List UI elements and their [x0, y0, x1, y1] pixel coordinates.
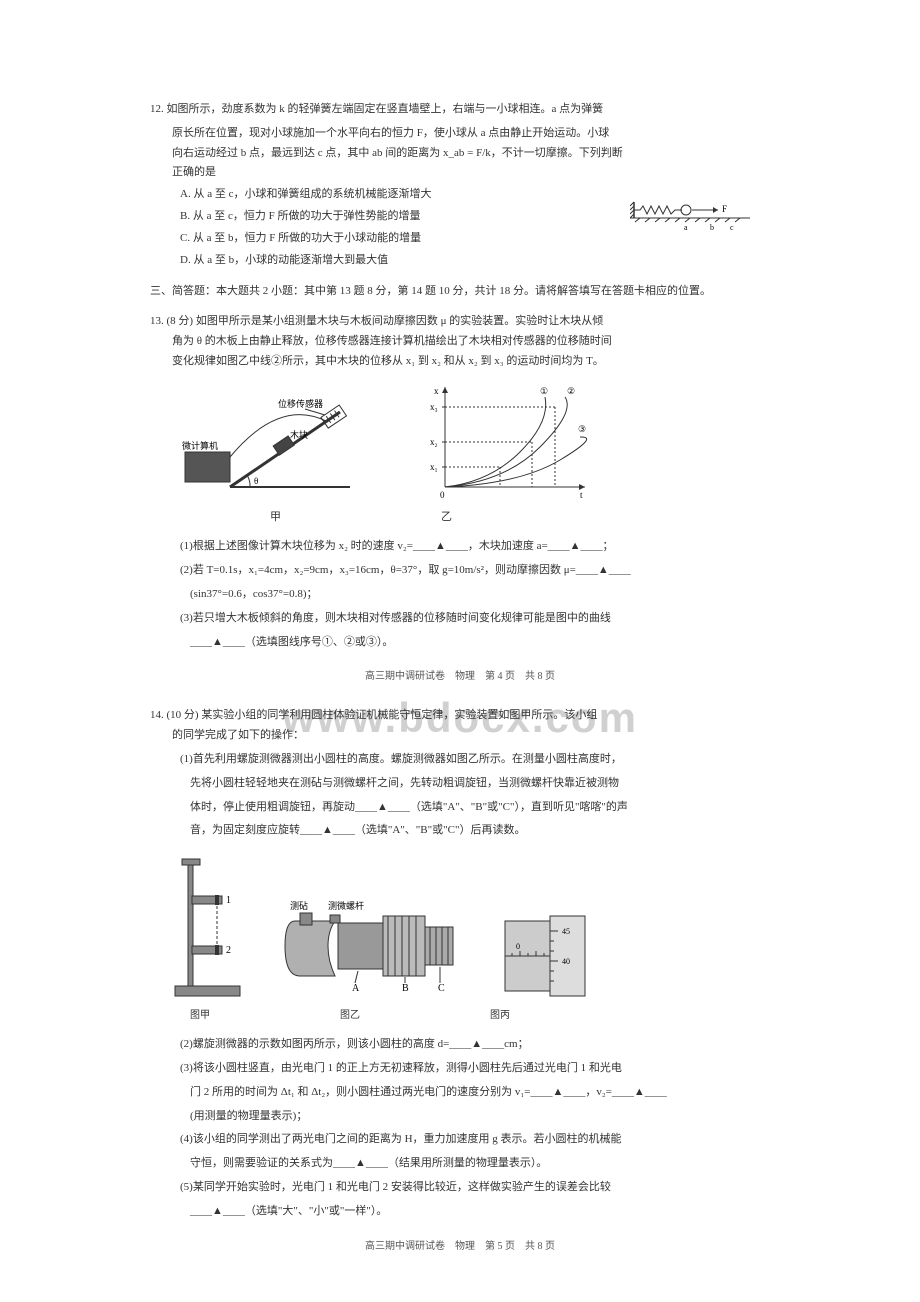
incline-diagram: 微计算机 θ 木块 位移传感器 — [180, 382, 360, 502]
svg-text:①: ① — [540, 386, 548, 396]
caption-yi2: 图乙 — [340, 1007, 360, 1025]
q12-stem-4: 正确的是 — [150, 163, 770, 183]
label-F: F — [722, 204, 727, 214]
svg-text:c: c — [730, 223, 734, 230]
page-footer-5: 高三期中调研试卷 物理 第 5 页 共 8 页 — [150, 1238, 770, 1256]
q14-stem2: 的同学完成了如下的操作： — [150, 726, 770, 746]
question-14: 14. (10 分) 某实验小组的同学利用圆柱体验证机械能守恒定律，实验装置如图… — [150, 706, 770, 1221]
caption-jia: 甲 — [270, 508, 281, 528]
svg-text:x₂: x₂ — [430, 437, 438, 447]
svg-text:θ: θ — [254, 476, 258, 486]
q14-p3a: (3)将该小圆柱竖直，由光电门 1 的正上方无初速释放，测得小圆柱先后通过光电门… — [150, 1059, 770, 1079]
svg-text:0: 0 — [440, 490, 445, 500]
q12-stem-2: 原长所在位置，现对小球施加一个水平向右的恒力 F，使小球从 a 点由静止开始运动… — [150, 124, 770, 144]
caption-jia2: 图甲 — [190, 1007, 210, 1025]
q14-p4a: (4)该小组的同学测出了两光电门之间的距离为 H，重力加速度用 g 表示。若小圆… — [150, 1130, 770, 1150]
page-footer-4: 高三期中调研试卷 物理 第 4 页 共 8 页 — [150, 668, 770, 686]
question-12: 12. 如图所示，劲度系数为 k 的轻弹簧左端固定在竖直墙壁上，右端与一小球相连… — [150, 100, 770, 270]
q14-p2: (2)螺旋测微器的示数如图丙所示，则该小圆柱的高度 d=____▲____cm； — [150, 1035, 770, 1055]
section-3-title: 三、简答题：本大题共 2 小题：其中第 13 题 8 分，第 14 题 10 分… — [150, 282, 770, 302]
scale-reading: 0 45 40 — [500, 911, 590, 1001]
svg-text:A: A — [352, 983, 360, 994]
caption-bing: 图丙 — [490, 1007, 510, 1025]
q13-part3: (3)若只增大木板倾斜的角度，则木块相对传感器的位移随时间变化规律可能是图中的曲… — [150, 609, 770, 629]
q14-p3c: (用测量的物理量表示)； — [150, 1107, 770, 1127]
svg-text:1: 1 — [226, 895, 231, 906]
svg-text:x₃: x₃ — [430, 402, 438, 412]
question-13: 13. (8 分) 如图甲所示是某小组测量木块与木板间动摩擦因数 μ 的实验装置… — [150, 312, 770, 652]
svg-text:测砧: 测砧 — [290, 900, 308, 911]
q13-part2b: (sin37°=0.6，cos37°=0.8)； — [150, 585, 770, 605]
q14-p1c: 体时，停止使用粗调旋钮，再旋动____▲____（选填"A"、"B"或"C"），… — [150, 798, 770, 818]
svg-text:x₁: x₁ — [430, 462, 438, 472]
q14-p1d: 音，为固定刻度应旋转____▲____（选填"A"、"B"或"C"）后再读数。 — [150, 821, 770, 841]
svg-text:0: 0 — [516, 942, 520, 951]
q13-stem-3: 变化规律如图乙中线②所示，其中木块的位移从 x₁ 到 x₂ 和从 x₂ 到 x₃… — [150, 352, 770, 372]
svg-text:位移传感器: 位移传感器 — [278, 398, 323, 409]
svg-text:木块: 木块 — [290, 429, 308, 440]
xt-graph: x t 0 x₁ x₂ x₃ ① ② ③ — [420, 382, 590, 502]
q13-part3b: ____▲____（选填图线序号①、②或③）。 — [150, 633, 770, 653]
stand-diagram: 1 2 — [170, 851, 250, 1001]
svg-text:测微螺杆: 测微螺杆 — [328, 900, 364, 911]
micrometer-diagram: 测砧 测微螺杆 A B C — [280, 891, 470, 1001]
svg-text:x: x — [434, 386, 439, 396]
page-content: 12. 如图所示，劲度系数为 k 的轻弹簧左端固定在竖直墙壁上，右端与一小球相连… — [150, 100, 770, 1256]
caption-yi: 乙 — [441, 508, 452, 528]
q14-p3b: 门 2 所用的时间为 Δt₁ 和 Δt₂，则小圆柱通过两光电门的速度分别为 v₁… — [150, 1083, 770, 1103]
svg-text:2: 2 — [226, 945, 231, 956]
svg-text:C: C — [438, 983, 445, 994]
q12-stem-3: 向右运动经过 b 点，最远到达 c 点，其中 ab 间的距离为 x_ab = F… — [150, 144, 770, 164]
q14-stem: 14. (10 分) 某实验小组的同学利用圆柱体验证机械能守恒定律，实验装置如图… — [150, 706, 770, 726]
q14-p5a: (5)某同学开始实验时，光电门 1 和光电门 2 安装得比较近，这样做实验产生的… — [150, 1178, 770, 1198]
svg-text:45: 45 — [562, 927, 570, 936]
q14-p1a: (1)首先利用螺旋测微器测出小圆柱的高度。螺旋测微器如图乙所示。在测量小圆柱高度… — [150, 750, 770, 770]
q13-part2: (2)若 T=0.1s，x₁=4cm，x₂=9cm，x₃=16cm，θ=37°，… — [150, 561, 770, 581]
svg-text:b: b — [710, 223, 714, 230]
svg-text:40: 40 — [562, 957, 570, 966]
svg-text:②: ② — [567, 386, 575, 396]
q13-stem-1: 13. (8 分) 如图甲所示是某小组测量木块与木板间动摩擦因数 μ 的实验装置… — [150, 312, 770, 332]
svg-text:t: t — [580, 490, 583, 500]
q12-opt-d: D. 从 a 至 b，小球的动能逐渐增大到最大值 — [150, 251, 770, 271]
q12-opt-c: C. 从 a 至 b，恒力 F 所做的功大于小球动能的增量 — [150, 229, 770, 249]
q14-p4b: 守恒，则需要验证的关系式为____▲____（结果用所测量的物理量表示）。 — [150, 1154, 770, 1174]
q12-stem-1: 12. 如图所示，劲度系数为 k 的轻弹簧左端固定在竖直墙壁上，右端与一小球相连… — [150, 100, 770, 120]
svg-text:微计算机: 微计算机 — [182, 440, 218, 451]
svg-text:a: a — [684, 223, 688, 230]
q13-part1: (1)根据上述图像计算木块位移为 x₂ 时的速度 v₂=____▲____，木块… — [150, 537, 770, 557]
svg-text:③: ③ — [578, 424, 586, 434]
q14-p5b: ____▲____（选填"大"、"小"或"一样"）。 — [150, 1202, 770, 1222]
svg-text:B: B — [402, 983, 409, 994]
spring-diagram: F a b c — [630, 200, 750, 230]
q14-p1b: 先将小圆柱轻轻地夹在测砧与测微螺杆之间，先转动粗调旋钮，当测微螺杆快靠近被测物 — [150, 774, 770, 794]
q13-stem-2: 角为 θ 的木板上由静止释放，位移传感器连接计算机描绘出了木块相对传感器的位移随… — [150, 332, 770, 352]
